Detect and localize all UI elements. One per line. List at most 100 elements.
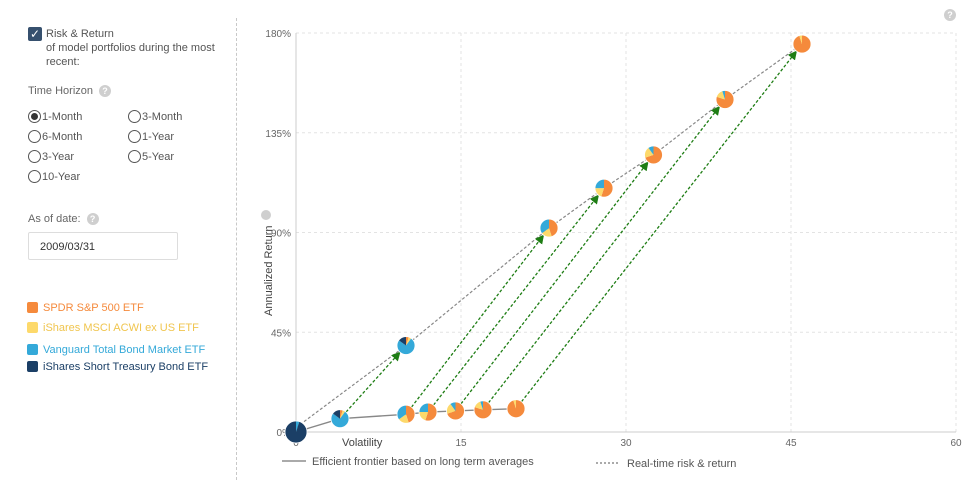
risk-return-checkbox-title: Risk & Return — [46, 28, 114, 40]
pie-slice — [419, 403, 428, 413]
pie-outline — [396, 404, 416, 424]
pie-outline — [418, 402, 438, 422]
pie-slice — [398, 336, 406, 346]
radio-icon[interactable] — [128, 129, 141, 143]
realtime-legend-label: Real-time risk & return — [627, 458, 736, 470]
radio-3-month[interactable]: 3-Month — [128, 109, 183, 124]
as-of-date-input[interactable]: 2009/03/31 — [28, 232, 178, 260]
pie-outline — [473, 400, 493, 420]
frontier-legend-label: Efficient frontier based on long term av… — [312, 456, 534, 468]
pie-slice — [474, 401, 483, 410]
radio-label: 3-Month — [142, 111, 183, 123]
radio-10-year[interactable]: 10-Year — [28, 169, 81, 184]
radio-label: 5-Year — [142, 151, 175, 163]
pie-slice — [450, 401, 456, 411]
pie-slice — [406, 405, 415, 423]
radio-label: 10-Year — [42, 171, 81, 183]
pie-slice — [644, 147, 654, 158]
radio-6-month[interactable]: 6-Month — [28, 129, 83, 144]
pie-outline — [506, 399, 526, 419]
time-horizon-label: Time Horizon — [28, 85, 93, 97]
x-tick-label: 30 — [620, 438, 632, 449]
shift-arrow — [488, 105, 721, 404]
pie-outline — [446, 401, 465, 421]
frontier-point — [418, 402, 438, 422]
shift-arrow-head — [290, 432, 296, 439]
chart-points — [284, 34, 812, 444]
radio-label: 1-Month — [42, 111, 83, 123]
pie-outline — [284, 420, 308, 444]
pie-slice — [397, 338, 415, 355]
x-tick-label: 45 — [785, 438, 797, 449]
radio-icon[interactable] — [28, 129, 41, 143]
frontier-point — [446, 401, 465, 421]
realtime-point — [539, 218, 559, 238]
legend-label: iShares Short Treasury Bond ETF — [43, 361, 209, 373]
pie-outline — [715, 90, 735, 109]
frontier-point — [396, 404, 416, 424]
realtime-point — [715, 90, 735, 109]
x-tick-label: 60 — [950, 438, 962, 449]
pie-outline — [594, 178, 614, 198]
radio-label: 1-Year — [142, 131, 175, 143]
y-tick-label: 90% — [271, 229, 291, 240]
pie-slice — [284, 421, 307, 443]
legend-item-bnd: Vanguard Total Bond Market ETF — [27, 343, 205, 357]
pie-slice — [398, 414, 409, 424]
legend-item-acwx: iShares MSCI ACWI ex US ETF — [27, 321, 199, 335]
realtime-line — [295, 43, 803, 429]
chart-help-icon[interactable]: ? — [944, 9, 956, 21]
x-axis-label: Volatility — [342, 437, 383, 449]
shift-arrow — [410, 234, 545, 408]
as-of-help-icon[interactable]: ? — [86, 213, 99, 226]
radio-5-year[interactable]: 5-Year — [128, 149, 175, 164]
realtime-point — [792, 34, 812, 54]
radio-label: 3-Year — [42, 151, 75, 163]
as-of-heading: As of date:? — [28, 213, 99, 226]
radio-label: 6-Month — [42, 131, 83, 143]
pie-slice — [396, 405, 406, 420]
legend-label: SPDR S&P 500 ETF — [43, 302, 144, 314]
panel-divider — [236, 18, 237, 480]
radio-1-year[interactable]: 1-Year — [128, 129, 175, 144]
pie-slice — [331, 411, 349, 428]
pie-slice — [540, 219, 549, 234]
legend-label: iShares MSCI ACWI ex US ETF — [43, 322, 199, 334]
chart-grid — [296, 32, 957, 432]
x-tick-label: 15 — [455, 438, 467, 449]
time-horizon-help-icon[interactable]: ? — [99, 85, 111, 98]
pie-slice — [541, 228, 552, 238]
pie-slice — [595, 179, 604, 189]
pie-slice — [446, 401, 465, 420]
legend-item-spy: SPDR S&P 500 ETF — [27, 301, 144, 315]
chart-lines — [295, 43, 803, 433]
radio-icon[interactable] — [128, 109, 141, 123]
pie-slice — [332, 409, 340, 419]
radio-3-year[interactable]: 3-Year — [28, 149, 75, 164]
radio-icon[interactable] — [28, 149, 41, 163]
pie-slice — [793, 35, 811, 54]
realtime-point — [594, 178, 614, 198]
legend-label: Vanguard Total Bond Market ETF — [43, 344, 206, 356]
radio-icon[interactable] — [28, 169, 41, 183]
pie-slice — [722, 90, 725, 100]
radio-1-month[interactable]: 1-Month — [28, 109, 83, 124]
y-tick-label: 0% — [277, 428, 292, 439]
pie-slice — [406, 336, 409, 346]
risk-return-checkbox-desc: of model portfolios during the most rece… — [46, 42, 215, 68]
shift-arrow — [460, 161, 649, 405]
radio-icon[interactable] — [128, 149, 141, 163]
frontier-line — [295, 408, 517, 433]
shift-arrow — [345, 351, 401, 413]
pie-outline — [330, 409, 350, 429]
shift-arrow — [433, 194, 600, 406]
pie-slice — [446, 403, 456, 414]
chart-axes: 0% 45% 90% 135% 180% 0 15 30 45 60 — [265, 29, 962, 449]
pie-outline — [792, 34, 812, 54]
pie-slice — [644, 145, 663, 164]
pie-slice — [507, 399, 525, 418]
pie-slice — [474, 400, 493, 419]
radio-selected-icon[interactable] — [28, 109, 41, 123]
risk-return-checkbox[interactable]: ✓ — [28, 27, 42, 41]
frontier-point — [473, 400, 493, 420]
